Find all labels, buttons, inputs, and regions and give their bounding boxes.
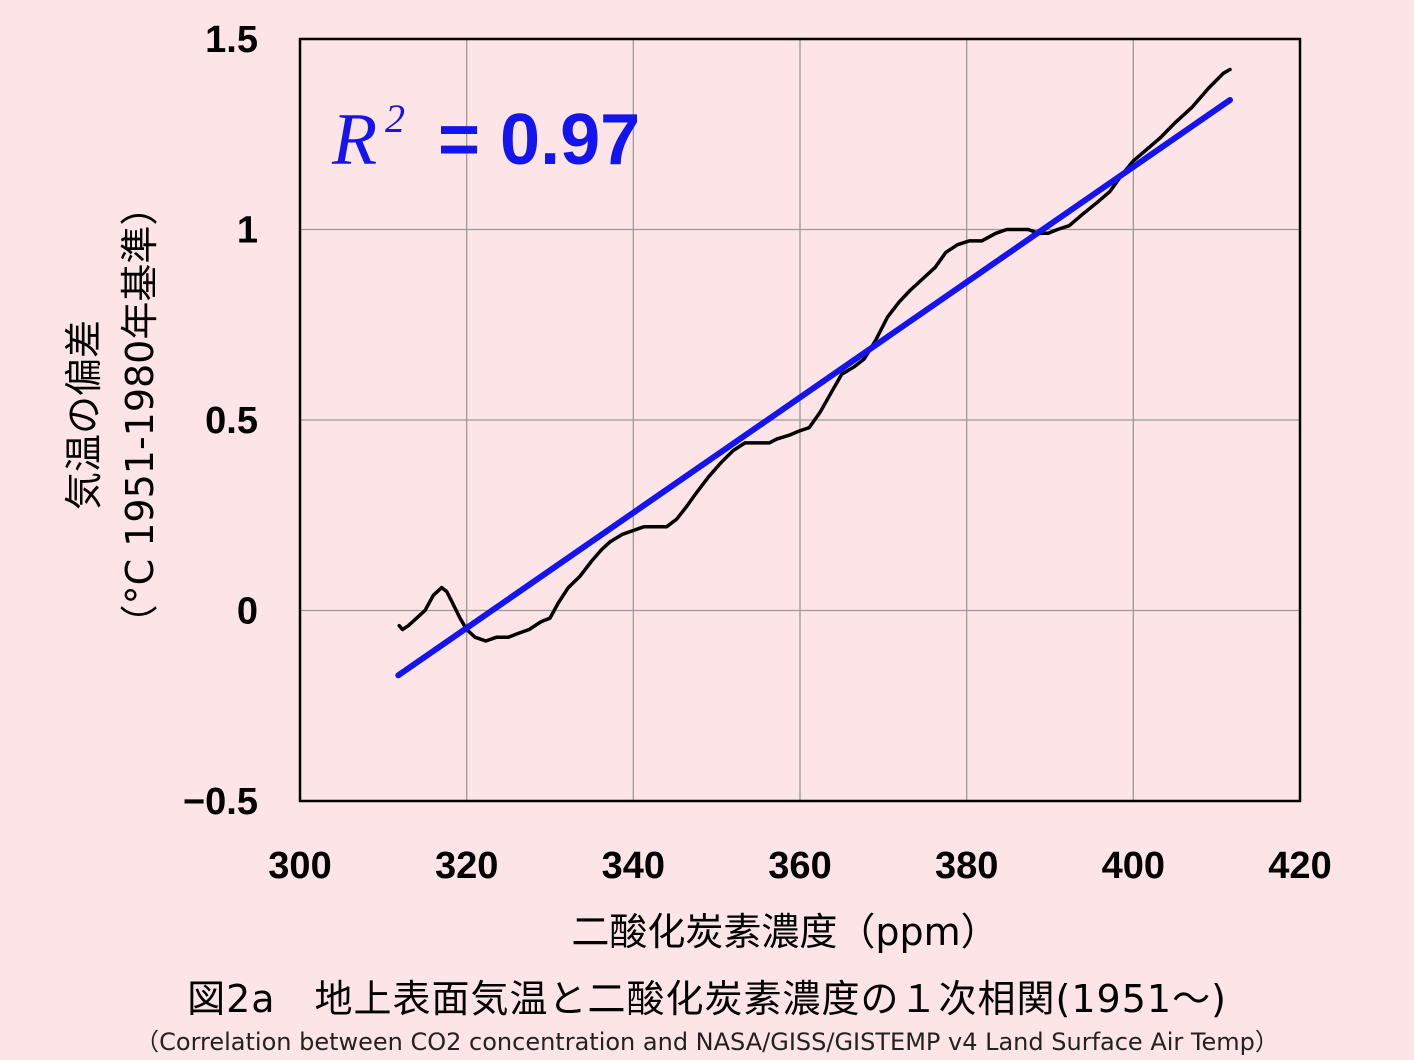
- y-axis-title-line2: （°C 1951-1980年基準）: [118, 188, 162, 643]
- y-tick-label: 1: [237, 210, 258, 252]
- y-axis-ticks: −0.5 0 0.5 1 1.5: [183, 19, 258, 823]
- y-tick-label: 0: [237, 591, 258, 633]
- r-squared-symbol: R: [331, 99, 377, 181]
- x-axis-title: 二酸化炭素濃度（ppm）: [571, 910, 998, 954]
- gridlines: [300, 39, 1300, 801]
- temperature-anomaly-line: [397, 67, 1232, 643]
- r-squared-annotation: R 2 = 0.97: [331, 96, 640, 181]
- y-tick-label: 1.5: [205, 19, 258, 61]
- y-axis-title: 気温の偏差 （°C 1951-1980年基準）: [62, 188, 162, 643]
- x-tick-label: 400: [1102, 845, 1165, 887]
- figure-caption: 図2a 地上表面気温と二酸化炭素濃度の１次相関(1951～): [187, 977, 1227, 1021]
- y-tick-label: 0.5: [205, 400, 258, 442]
- y-tick-label: −0.5: [183, 781, 258, 823]
- r-squared-superscript: 2: [385, 96, 405, 141]
- x-tick-label: 380: [935, 845, 998, 887]
- r-squared-value: = 0.97: [438, 100, 640, 180]
- series-group: [395, 67, 1233, 679]
- figure-subcaption: （Correlation between CO2 concentration a…: [135, 1028, 1279, 1056]
- y-axis-title-line1: 気温の偏差: [62, 320, 106, 510]
- regression-line: [395, 97, 1233, 679]
- x-axis-ticks: 300 320 340 360 380 400 420: [268, 845, 1331, 887]
- x-tick-label: 360: [768, 845, 831, 887]
- x-tick-label: 320: [435, 845, 498, 887]
- plot-frame: [298, 37, 1302, 803]
- x-tick-label: 340: [602, 845, 665, 887]
- x-tick-label: 300: [268, 845, 331, 887]
- x-tick-label: 420: [1268, 845, 1331, 887]
